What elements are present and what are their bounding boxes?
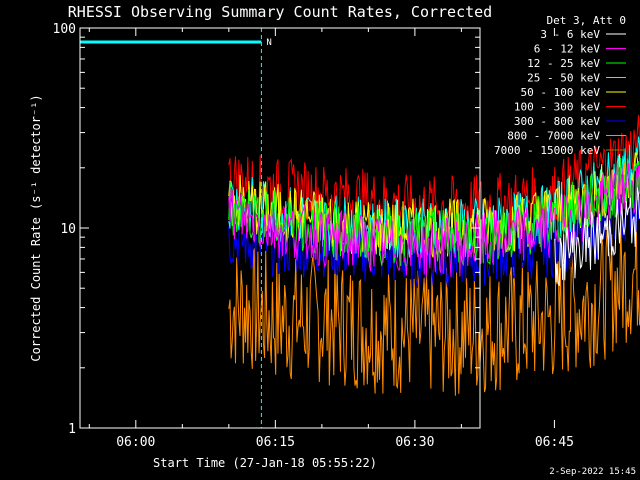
legend-label: 3 - 6 keV (540, 28, 600, 41)
legend-label: 25 - 50 keV (527, 72, 600, 85)
chart-title: RHESSI Observing Summary Count Rates, Co… (68, 3, 492, 21)
legend-label: 100 - 300 keV (514, 101, 600, 114)
legend-label: 300 - 800 keV (514, 115, 600, 128)
curves (228, 115, 640, 396)
y-axis: 1 10 100 (53, 22, 480, 437)
y-tick-label: 10 (60, 222, 76, 237)
legend-label: 50 - 100 keV (521, 86, 601, 99)
x-axis-label: Start Time (27-Jan-18 05:55:22) (153, 456, 377, 470)
legend-header: Det 3, Att 0 (547, 14, 626, 27)
legend-label: 7000 - 15000 keV (494, 144, 600, 157)
legend-label: 12 - 25 keV (527, 57, 600, 70)
y-axis-label: Corrected Count Rate (s⁻¹ detector⁻¹) (29, 94, 43, 361)
x-tick-label: 06:00 (116, 435, 155, 450)
y-tick-label: 1 (68, 422, 76, 437)
marker-label: N (266, 38, 271, 48)
legend-label: 800 - 7000 keV (507, 130, 600, 143)
x-tick-label: 06:15 (256, 435, 295, 450)
series-800-7000-kev (228, 213, 640, 396)
legend-label: 6 - 12 keV (534, 43, 601, 56)
timestamp: 2-Sep-2022 15:45 (549, 467, 636, 477)
x-tick-label: 06:30 (395, 435, 434, 450)
x-tick-label: 06:45 (535, 435, 574, 450)
y-tick-label: 100 (53, 22, 76, 37)
series-6-12-kev (228, 162, 640, 278)
series-3-6-kev (554, 187, 640, 287)
